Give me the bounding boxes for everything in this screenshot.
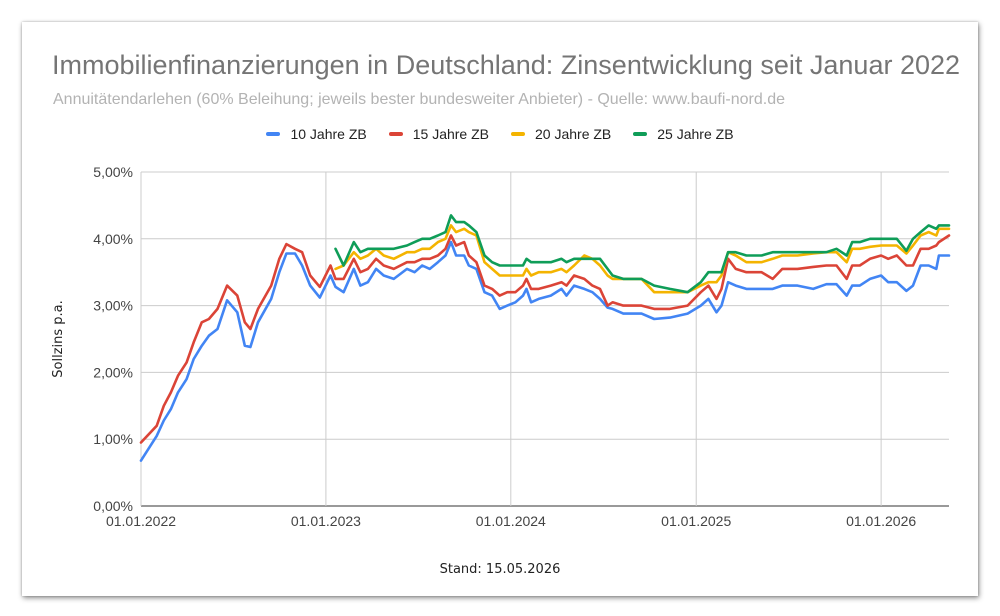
y-tick-label: 3,00%	[93, 298, 133, 314]
legend-label-25-jahre: 25 Jahre ZB	[657, 126, 734, 142]
x-tick-label: 01.01.2024	[476, 513, 546, 529]
legend-item-20-jahre[interactable]: 20 Jahre ZB	[511, 126, 611, 142]
legend-swatch-20-jahre	[511, 132, 525, 136]
x-tick-label: 01.01.2023	[291, 513, 361, 529]
legend-item-10-jahre[interactable]: 10 Jahre ZB	[266, 126, 367, 142]
y-tick-label: 1,00%	[93, 431, 133, 447]
legend-item-15-jahre[interactable]: 15 Jahre ZB	[388, 126, 489, 142]
legend-swatch-15-jahre	[388, 132, 403, 136]
x-tick-label: 01.01.2025	[661, 513, 731, 529]
legend-label-10-jahre: 10 Jahre ZB	[290, 126, 367, 142]
chart-legend: 10 Jahre ZB 15 Jahre ZB 20 Jahre ZB 25 J…	[22, 126, 978, 142]
chart-title: Immobilienfinanzierungen in Deutschland:…	[52, 50, 961, 80]
chart-card: Immobilienfinanzierungen in Deutschland:…	[22, 22, 978, 596]
series-line-4	[334, 214, 951, 294]
line-chart: 0,00% 1,00% 2,00% 3,00% 4,00% 5,00% 01.01.2022…	[51, 164, 951, 529]
y-axis-title: Sollzins p.a.	[51, 300, 66, 378]
series-line-2	[139, 234, 951, 444]
y-tick-label: 5,00%	[93, 164, 133, 180]
series-line-1	[139, 240, 951, 462]
legend-label-15-jahre: 15 Jahre ZB	[412, 126, 489, 142]
chart-subtitle: Annuitätendarlehen (60% Beleihung; jewei…	[53, 91, 785, 108]
x-tick-label: 01.01.2022	[106, 513, 176, 529]
legend-label-20-jahre: 20 Jahre ZB	[535, 126, 612, 142]
legend-swatch-25-jahre	[633, 132, 648, 136]
x-tick-label: 01.01.2026	[846, 513, 916, 529]
stand-date: Stand: 15.05.2026	[439, 562, 561, 577]
y-tick-label: 4,00%	[93, 231, 133, 247]
legend-swatch-10-jahre	[266, 132, 281, 136]
series-line-3	[334, 224, 951, 294]
legend-item-25-jahre[interactable]: 25 Jahre ZB	[633, 126, 734, 142]
y-tick-label: 0,00%	[93, 498, 133, 514]
y-tick-label: 2,00%	[93, 364, 133, 380]
